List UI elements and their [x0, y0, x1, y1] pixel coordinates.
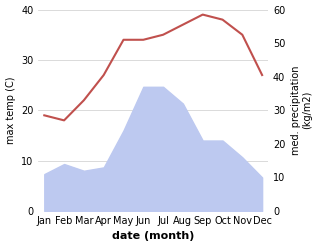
- Y-axis label: med. precipitation
(kg/m2): med. precipitation (kg/m2): [291, 65, 313, 155]
- Y-axis label: max temp (C): max temp (C): [5, 77, 16, 144]
- X-axis label: date (month): date (month): [112, 231, 194, 242]
